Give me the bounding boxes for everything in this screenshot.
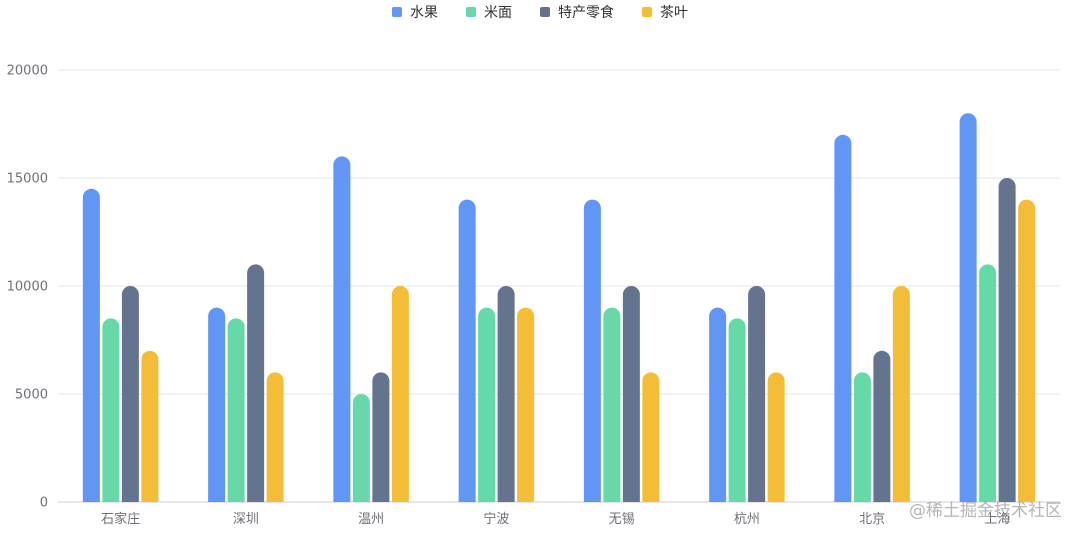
legend-label-水果: 水果 [410, 5, 438, 21]
bar-茶叶-无锡 [642, 372, 660, 502]
legend-label-特产零食: 特产零食 [558, 4, 614, 21]
x-tick-label: 温州 [358, 512, 384, 527]
bar-特产零食-北京 [873, 350, 891, 502]
x-tick-label: 北京 [859, 512, 885, 527]
legend-label-米面: 米面 [484, 5, 512, 21]
x-tick-label: 石家庄 [101, 511, 140, 527]
legend-swatch-茶叶 [642, 7, 652, 17]
bar-水果-深圳 [208, 307, 226, 502]
bar-米面-宁波 [478, 307, 496, 502]
watermark: @稀土掘金技术社区 [909, 501, 1062, 521]
bar-水果-上海 [959, 113, 977, 502]
bar-米面-温州 [352, 394, 370, 502]
bar-米面-深圳 [227, 318, 245, 502]
y-tick-label: 20000 [7, 64, 48, 79]
legend-swatch-水果 [392, 7, 402, 17]
bar-特产零食-无锡 [622, 286, 640, 502]
bar-米面-上海 [979, 264, 997, 502]
bar-水果-北京 [834, 134, 852, 503]
bar-水果-石家庄 [82, 188, 100, 503]
x-tick-label: 上海 [984, 512, 1010, 527]
bar-茶叶-石家庄 [141, 350, 159, 502]
bar-米面-杭州 [728, 318, 746, 502]
bar-米面-无锡 [603, 307, 621, 502]
bar-茶叶-温州 [391, 286, 409, 502]
legend-swatch-米面 [466, 7, 476, 17]
x-tick-label: 深圳 [233, 512, 259, 527]
legend-label-茶叶: 茶叶 [660, 5, 688, 21]
legend: 水果 米面 特产零食 茶叶 [392, 4, 688, 21]
x-tick-label: 杭州 [734, 512, 760, 527]
bar-茶叶-宁波 [517, 307, 535, 502]
bar-特产零食-上海 [998, 178, 1016, 502]
bar-特产零食-石家庄 [121, 286, 139, 502]
y-tick-label: 0 [40, 496, 48, 511]
bar-水果-宁波 [458, 199, 476, 502]
bar-茶叶-北京 [892, 286, 910, 502]
legend-swatch-特产零食 [540, 7, 550, 17]
bar-茶叶-上海 [1018, 199, 1036, 502]
bar-特产零食-深圳 [247, 264, 265, 502]
bar-水果-杭州 [709, 307, 727, 502]
bar-特产零食-宁波 [497, 286, 515, 502]
bar-特产零食-温州 [372, 372, 390, 502]
bar-茶叶-深圳 [266, 372, 284, 502]
y-tick-label: 10000 [7, 280, 48, 295]
bar-水果-温州 [333, 156, 351, 502]
bar-米面-北京 [853, 372, 871, 502]
x-tick-label: 宁波 [483, 511, 509, 527]
y-tick-label: 5000 [15, 388, 48, 403]
bar-茶叶-杭州 [767, 372, 785, 502]
x-tick-label: 无锡 [609, 512, 635, 527]
bars [82, 113, 1036, 503]
bar-水果-无锡 [583, 199, 601, 502]
y-tick-label: 15000 [7, 172, 48, 187]
bar-特产零食-杭州 [748, 286, 766, 502]
bar-米面-石家庄 [102, 318, 120, 502]
